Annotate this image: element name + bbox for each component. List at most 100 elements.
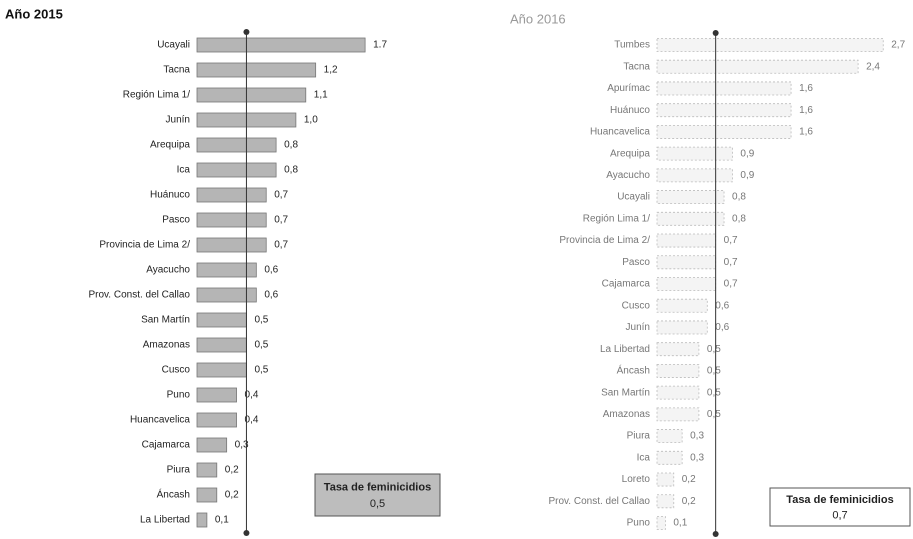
value-label: 0,8 [284, 165, 298, 176]
category-label: Cajamarca [602, 279, 651, 290]
value-label: 0,1 [673, 518, 687, 529]
legend-value: 0,7 [832, 509, 847, 521]
category-label: Tacna [163, 65, 190, 76]
value-label: 0,5 [707, 366, 721, 377]
bar [656, 298, 708, 313]
legend-title: Tasa de feminicidios [786, 494, 893, 506]
category-label: San Martín [601, 387, 650, 398]
chart: Año 2015 Ucayali 1.7 Tacna 1,2 Región Lima 1/… [5, 6, 441, 536]
category-label: Junín [626, 322, 650, 333]
bar [656, 233, 717, 248]
bar [656, 385, 700, 400]
value-label: 0,7 [724, 257, 738, 268]
value-label: 0,4 [245, 415, 259, 426]
bar [656, 494, 675, 509]
bar [656, 168, 733, 183]
category-label: Huánuco [610, 105, 650, 116]
bar [656, 429, 683, 444]
bar [196, 162, 277, 178]
average-dot [712, 531, 719, 537]
value-label: 0,3 [235, 440, 249, 451]
category-label: Piura [627, 431, 651, 442]
chart-title: Año 2015 [5, 6, 63, 21]
value-label: 1,6 [799, 83, 813, 94]
category-label: Amazonas [603, 409, 650, 420]
value-label: 0,3 [690, 452, 704, 463]
value-label: 1,6 [799, 105, 813, 116]
value-label: 1,2 [324, 65, 338, 76]
bar [196, 387, 237, 403]
value-label: 0,8 [732, 213, 746, 224]
bar [656, 146, 733, 161]
value-label: 1,6 [799, 127, 813, 138]
bar [656, 255, 717, 270]
value-label: 0,2 [682, 496, 696, 507]
value-label: 0,9 [740, 170, 754, 181]
category-label: Loreto [622, 474, 651, 485]
bar [196, 462, 218, 478]
value-label: 0,5 [254, 315, 268, 326]
category-label: La Libertad [140, 515, 190, 526]
category-label: Provincia de Lima 2/ [559, 235, 650, 246]
bar [656, 81, 792, 96]
category-label: Región Lima 1/ [583, 213, 650, 224]
value-label: 0,1 [215, 515, 229, 526]
bar [196, 87, 307, 103]
category-label: Pasco [622, 257, 650, 268]
bar [656, 211, 725, 226]
value-label: 0,6 [715, 322, 729, 333]
bar [656, 190, 725, 205]
value-label: 0,5 [254, 340, 268, 351]
bar [196, 487, 218, 503]
bar [656, 103, 792, 118]
bar [196, 62, 317, 78]
category-label: Ica [177, 165, 191, 176]
category-label: San Martín [141, 315, 190, 326]
category-label: Puno [167, 390, 191, 401]
value-label: 0,8 [284, 140, 298, 151]
bar [656, 407, 700, 422]
category-label: Huánuco [150, 190, 190, 201]
category-label: Áncash [157, 488, 190, 501]
legend-title: Tasa de feminicidios [324, 481, 431, 493]
category-label: Pasco [162, 215, 190, 226]
value-label: 0,8 [732, 192, 746, 203]
bar [196, 212, 267, 228]
bar [656, 59, 859, 74]
value-label: 0,6 [264, 290, 278, 301]
value-label: 0,6 [264, 265, 278, 276]
bar [656, 472, 675, 487]
value-label: 0,2 [682, 474, 696, 485]
category-label: Ayacucho [606, 170, 650, 181]
bar [656, 450, 683, 465]
bar [196, 187, 267, 203]
bar [196, 437, 228, 453]
category-label: Tacna [623, 61, 650, 72]
legend-box [769, 487, 911, 527]
category-label: Prov. Const. del Callao [548, 496, 650, 507]
value-label: 0,7 [274, 190, 288, 201]
category-label: Provincia de Lima 2/ [99, 240, 190, 251]
value-label: 0,7 [274, 240, 288, 251]
legend-box [314, 473, 441, 517]
category-label: Región Lima 1/ [123, 90, 190, 101]
category-label: Ayacucho [146, 265, 190, 276]
category-label: Ucayali [157, 40, 190, 51]
bar [196, 262, 257, 278]
value-label: 0,3 [690, 431, 704, 442]
bar [196, 362, 247, 378]
chart-title: Año 2016 [510, 11, 566, 26]
bar [196, 337, 247, 353]
category-label: Huancavelica [130, 415, 190, 426]
category-label: Piura [167, 465, 191, 476]
value-label: 0,5 [707, 409, 721, 420]
category-label: Junín [166, 115, 190, 126]
bar [196, 37, 366, 53]
category-label: Arequipa [150, 140, 190, 151]
bar [196, 312, 247, 328]
bar [656, 320, 708, 335]
value-label: 0,5 [707, 344, 721, 355]
category-label: Prov. Const. del Callao [88, 290, 190, 301]
value-label: 1.7 [373, 40, 387, 51]
